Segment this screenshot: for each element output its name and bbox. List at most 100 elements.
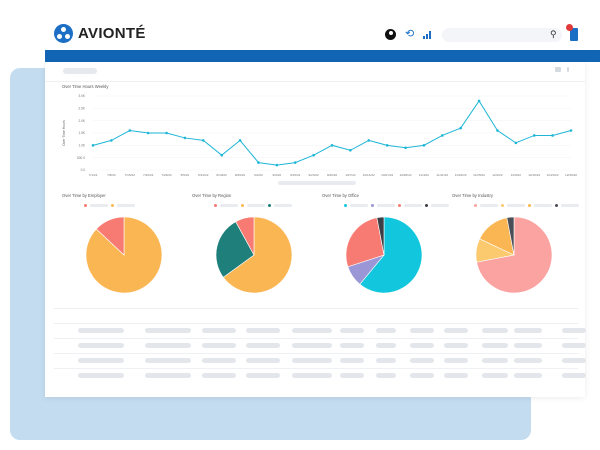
data-point [275,163,279,167]
table-cell-placeholder [410,343,434,348]
y-tick-label: 2.5K [78,107,85,111]
table-cell-placeholder [562,343,586,348]
x-tick-label: 9/30/22 [327,173,338,177]
y-tick-label: 0.0 [81,168,86,172]
pie-svg [215,216,293,294]
table-cell-placeholder [340,358,364,363]
pie-title: Over Time by Employer [62,193,106,198]
table-cell-placeholder [292,373,332,378]
data-point [202,139,205,142]
pie-slice [95,216,125,256]
app-accent-bar [45,50,600,62]
data-point [110,139,113,142]
data-point [257,161,260,164]
table-cell-placeholder [292,328,332,333]
table-cell-placeholder [202,358,236,363]
table-cell-placeholder [202,343,236,348]
x-tick-label: 7/29/22 [161,173,172,177]
data-point [330,144,334,147]
table-cell-placeholder [292,358,332,363]
x-tick-label: 10/28/22 [400,173,412,177]
chart-scrollbar[interactable] [278,181,356,185]
search-input[interactable] [442,28,562,42]
table-cell-placeholder [444,328,468,333]
x-tick-label: 9/16/22 [290,173,301,177]
table-cell-placeholder [340,343,364,348]
table-cell-placeholder [340,328,364,333]
pie-chart-office: Over Time by Office [322,193,449,298]
pie-svg [475,216,553,294]
dashboard-panel: Over Time Hours Weekly Over Time Hours 3.… [45,62,586,397]
legend-dot [214,204,217,207]
x-tick-label: 12/16/22 [528,173,540,177]
user-icon[interactable] [385,29,396,40]
x-tick-label: 9/2/22 [254,173,263,177]
pie-legend [344,204,449,207]
data-point [293,161,297,164]
y-tick-label: 2.0K [78,119,85,123]
legend-label-placeholder [274,204,292,207]
data-point [312,153,315,157]
table-row[interactable] [54,353,586,367]
legend-dot [555,204,558,207]
bar-chart-icon[interactable] [423,30,432,39]
filter-icon[interactable] [555,67,561,72]
pie-legend [84,204,135,207]
table-cell-placeholder [78,343,124,348]
table-cell-placeholder [482,328,508,333]
x-tick-label: 8/26/22 [235,173,246,177]
table-cell-placeholder [292,343,332,348]
pie-chart-region: Over Time by Region [192,193,312,298]
notification-icon[interactable] [570,28,578,41]
legend-dot [111,204,114,207]
data-point [551,134,554,137]
brand-logo[interactable]: AVIONTÉ [54,24,146,43]
legend-dot [474,204,477,207]
table-cell-placeholder [376,343,396,348]
table-cell-placeholder [145,358,191,363]
more-icon[interactable] [567,67,569,72]
avionte-logo-icon [54,24,73,43]
data-point [422,144,426,147]
table-row[interactable] [54,338,586,352]
legend-dot [371,204,374,207]
legend-dot [344,204,347,207]
legend-label-placeholder [117,204,135,207]
data-point [514,141,518,145]
header-icon-group: ⟲ [385,28,432,40]
x-tick-label: 12/23/22 [547,173,559,177]
legend-label-placeholder [534,204,552,207]
table-cell-placeholder [246,328,280,333]
line-chart-title: Over Time Hours Weekly [62,84,109,89]
y-tick-label: 500.0 [77,156,85,160]
table-row[interactable] [54,323,586,337]
data-point [496,129,499,132]
x-tick-label: 12/2/22 [492,173,503,177]
legend-dot [84,204,87,207]
data-point [146,131,150,135]
table-cell-placeholder [246,343,280,348]
data-point [349,148,352,152]
table-cell-placeholder [246,373,280,378]
table-cell-placeholder [202,373,236,378]
pie-slice [235,216,255,256]
pie-chart-industry: Over Time by Industry [452,193,579,298]
x-tick-label: 8/12/22 [198,173,209,177]
table-cell-placeholder [246,358,280,363]
x-tick-label: 11/4/22 [419,173,429,177]
table-header-row[interactable] [54,308,578,322]
x-tick-label: 9/9/22 [273,173,282,177]
y-tick-label: 1.5K [78,131,85,135]
table-cell-placeholder [410,373,434,378]
table-cell-placeholder [145,328,191,333]
pie-slice [345,217,385,268]
table-cell-placeholder [444,358,468,363]
table-cell-placeholder [482,373,508,378]
refresh-icon[interactable]: ⟲ [405,28,415,40]
table-row[interactable] [54,368,586,382]
legend-label-placeholder [431,204,449,207]
table-cell-placeholder [562,328,586,333]
data-point [569,129,573,132]
search-icon[interactable]: ⚲ [550,29,557,39]
pie-title: Over Time by Region [192,193,232,198]
